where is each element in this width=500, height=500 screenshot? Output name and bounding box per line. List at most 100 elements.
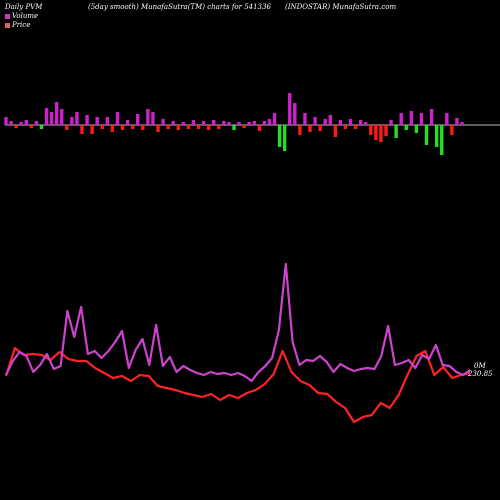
volume-bar — [136, 114, 140, 125]
volume-bar — [419, 113, 424, 125]
volume-bar — [34, 121, 39, 125]
volume-bar — [90, 125, 94, 134]
volume-bar — [237, 122, 241, 125]
volume-bar — [24, 120, 28, 125]
volume-bar — [227, 122, 231, 125]
volume-bar — [384, 125, 388, 136]
volume-bar — [110, 125, 115, 132]
volume-bar — [353, 125, 358, 129]
volume-bar — [358, 120, 363, 125]
volume-bar — [156, 125, 160, 132]
volume-bars — [4, 93, 464, 155]
chart-title: Daily PVM — [5, 3, 43, 11]
legend-volume: Volume — [5, 12, 38, 20]
volume-bar — [49, 112, 54, 125]
volume-bar — [424, 125, 429, 145]
volume-bar — [460, 122, 464, 125]
volume-bar — [212, 120, 216, 125]
volume-bar — [394, 125, 398, 138]
volume-bar — [171, 121, 175, 125]
volume-end-label: 0M — [474, 362, 486, 370]
volume-bar — [308, 125, 312, 132]
volume-bar — [206, 125, 211, 130]
volume-bar — [272, 113, 277, 125]
volume-bar — [313, 117, 317, 125]
volume-bar — [328, 115, 332, 125]
volume-bar — [267, 119, 272, 125]
volume-bar — [252, 121, 256, 125]
volume-bar — [181, 122, 186, 125]
volume-bar — [191, 120, 196, 125]
volume-bar — [404, 125, 408, 130]
legend-price: Price — [5, 21, 30, 29]
volume-bar — [455, 118, 459, 125]
volume-bar — [338, 120, 343, 125]
volume-bar — [19, 122, 23, 125]
volume-bar — [257, 125, 262, 131]
price-line — [4, 346, 471, 424]
volume-bar — [222, 121, 226, 125]
volume-bar — [166, 125, 170, 129]
volume-bar — [4, 117, 8, 125]
volume-bar — [333, 125, 338, 137]
volume-bar — [75, 112, 79, 125]
volume-bar — [298, 125, 302, 135]
volume-bar — [125, 120, 130, 125]
volume-bar — [105, 117, 110, 125]
volume-bar — [65, 125, 69, 130]
volume-bar — [277, 125, 282, 147]
volume-bar — [60, 109, 64, 125]
volume-bar — [348, 119, 353, 125]
volume-bar — [303, 113, 307, 125]
chart-subtitle: (5day smooth) MunafaSutra(TM) charts for… — [88, 3, 271, 11]
volume-bar — [39, 125, 44, 129]
legend-price-swatch — [5, 22, 10, 28]
volume-bar — [318, 125, 322, 131]
volume-bar — [176, 125, 180, 130]
volume-bar — [14, 125, 18, 128]
volume-bar — [242, 125, 246, 128]
volume-line — [5, 262, 471, 383]
volume-bar — [146, 109, 150, 125]
volume-bar — [369, 125, 373, 135]
price-volume-lines — [4, 262, 471, 424]
volume-bar — [130, 125, 135, 129]
volume-bar — [95, 117, 99, 125]
volume-bar — [85, 115, 89, 125]
volume-bar — [434, 125, 439, 147]
site-label: (INDOSTAR) MunafaSutra.com — [285, 3, 397, 11]
volume-bar — [44, 108, 49, 125]
price-end-label: 230.85 — [468, 370, 493, 378]
volume-bar — [262, 121, 267, 125]
legend-volume-label: Volume — [12, 12, 39, 20]
volume-bar — [161, 119, 165, 125]
volume-bar — [54, 102, 59, 125]
legend-price-label: Price — [12, 21, 31, 29]
volume-bar — [414, 125, 419, 133]
volume-bar — [282, 125, 287, 151]
volume-bar — [186, 125, 191, 129]
volume-bar — [343, 125, 348, 129]
volume-bar — [399, 113, 403, 125]
volume-bar — [80, 125, 84, 134]
volume-bar — [374, 125, 378, 140]
volume-bar — [247, 122, 251, 125]
volume-bar — [120, 125, 125, 130]
volume-bar — [429, 109, 434, 125]
volume-bar — [29, 125, 34, 128]
volume-bar — [232, 125, 236, 130]
volume-bar — [293, 103, 297, 125]
volume-bar — [217, 125, 221, 129]
volume-bar — [389, 120, 393, 125]
volume-bar — [201, 121, 206, 125]
volume-bar — [70, 117, 74, 125]
legend-volume-swatch — [5, 13, 10, 19]
volume-bar — [115, 112, 120, 125]
volume-bar — [409, 111, 414, 125]
volume-bar — [100, 125, 104, 129]
volume-bar — [379, 125, 383, 142]
volume-bar — [445, 113, 449, 125]
volume-bar — [450, 125, 454, 135]
